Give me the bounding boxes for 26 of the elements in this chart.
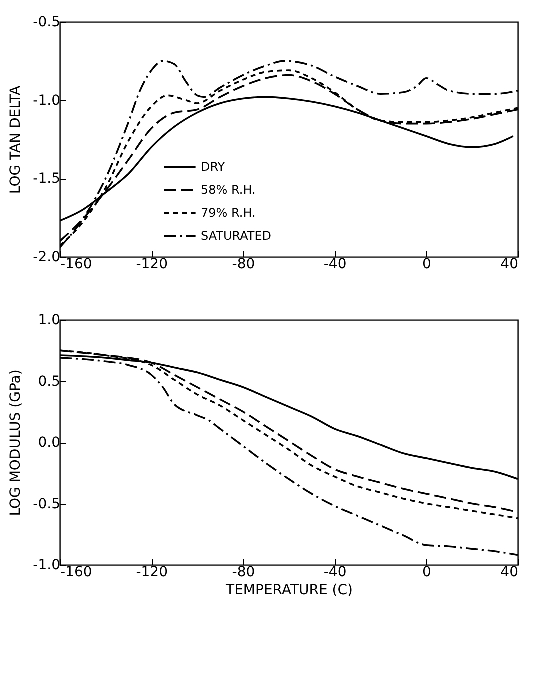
legend-label: 79% R.H. [201, 206, 256, 220]
y-tick-label: -1.5 [33, 171, 60, 188]
x-tick-label: 0 [422, 256, 432, 272]
legend-label: DRY [201, 160, 226, 174]
x-tick-label: -80 [232, 564, 256, 580]
x-tick-label: -120 [136, 564, 168, 580]
y-tick-label: -2.0 [33, 250, 60, 266]
x-tick-label: -160 [60, 564, 92, 580]
x-tick-label: 40 [500, 256, 518, 272]
legend-label: 58% R.H. [201, 183, 256, 197]
x-tick-label: -80 [232, 256, 256, 272]
y-tick-label: 0.5 [38, 374, 60, 390]
y-tick-label: -0.5 [33, 496, 60, 512]
y-axis-title: LOG TAN DELTA [8, 86, 24, 194]
y-tick-label: -1.0 [33, 558, 60, 574]
y-tick-label: -0.5 [33, 14, 60, 30]
x-tick-label: -120 [136, 256, 168, 272]
x-tick-label: 0 [422, 564, 432, 580]
x-axis-title: TEMPERATURE (C) [225, 582, 353, 598]
y-tick-label: 1.0 [38, 312, 60, 328]
y-axis-title: LOG MODULUS (GPa) [8, 370, 24, 516]
x-tick-label: -40 [324, 256, 347, 272]
legend-label: SATURATED [201, 229, 272, 243]
x-tick-label: 40 [500, 564, 518, 580]
x-tick-label: -160 [60, 256, 92, 272]
x-tick-label: -40 [324, 564, 347, 580]
